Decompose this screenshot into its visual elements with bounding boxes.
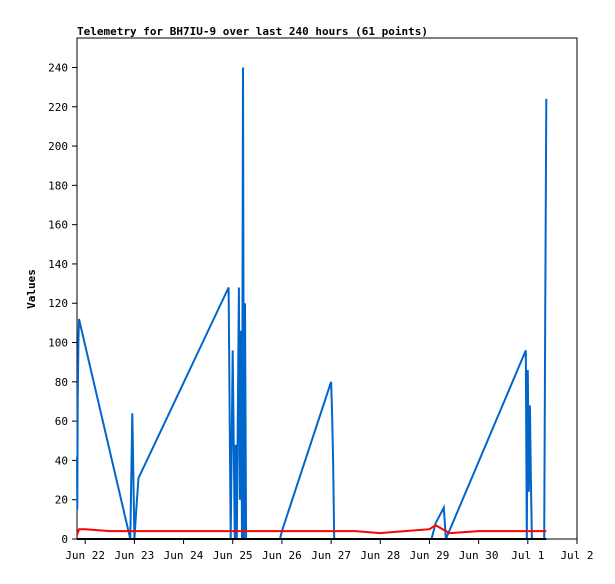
y-tick-label: 40 xyxy=(55,454,68,467)
x-tick-label: Jun 23 xyxy=(115,549,155,562)
plot-frame xyxy=(76,37,578,540)
x-tick-label: Jun 24 xyxy=(164,549,204,562)
y-tick-label: 200 xyxy=(48,140,68,153)
x-tick-label: Jun 26 xyxy=(262,549,302,562)
y-tick-label: 120 xyxy=(48,297,68,310)
y-tick-label: 240 xyxy=(48,61,68,74)
series-line xyxy=(76,524,547,536)
x-axis: Jun 22 Jun 23 Jun 24 Jun 25 Jun 26 Jun 27 Jun … xyxy=(65,539,594,562)
x-tick-label: Jun 30 xyxy=(459,549,499,562)
y-axis: 0 20 40 60 80 100 120 140 160 180 200 220 240 xyxy=(48,61,77,546)
y-tick-label: 140 xyxy=(48,258,68,271)
series-line xyxy=(76,67,548,540)
y-tick-label: 100 xyxy=(48,337,68,350)
y-axis-label: Values xyxy=(25,269,38,309)
x-tick-label: Jun 25 xyxy=(213,549,253,562)
y-tick-label: 180 xyxy=(48,179,68,192)
x-tick-label: Jul 1 xyxy=(511,549,544,562)
y-tick-label: 60 xyxy=(55,415,68,428)
x-tick-label: Jun 22 xyxy=(65,549,105,562)
y-tick-label: 0 xyxy=(61,533,68,546)
y-tick-label: 80 xyxy=(55,376,68,389)
x-tick-label: Jun 28 xyxy=(360,549,400,562)
y-tick-label: 220 xyxy=(48,101,68,114)
y-tick-label: 160 xyxy=(48,219,68,232)
series-layer xyxy=(76,67,548,540)
x-tick-label: Jun 27 xyxy=(311,549,351,562)
chart-title: Telemetry for BH7IU-9 over last 240 hour… xyxy=(77,25,428,38)
x-tick-label: Jun 29 xyxy=(410,549,450,562)
y-tick-label: 20 xyxy=(55,494,68,507)
x-tick-label: Jul 2 xyxy=(560,549,593,562)
